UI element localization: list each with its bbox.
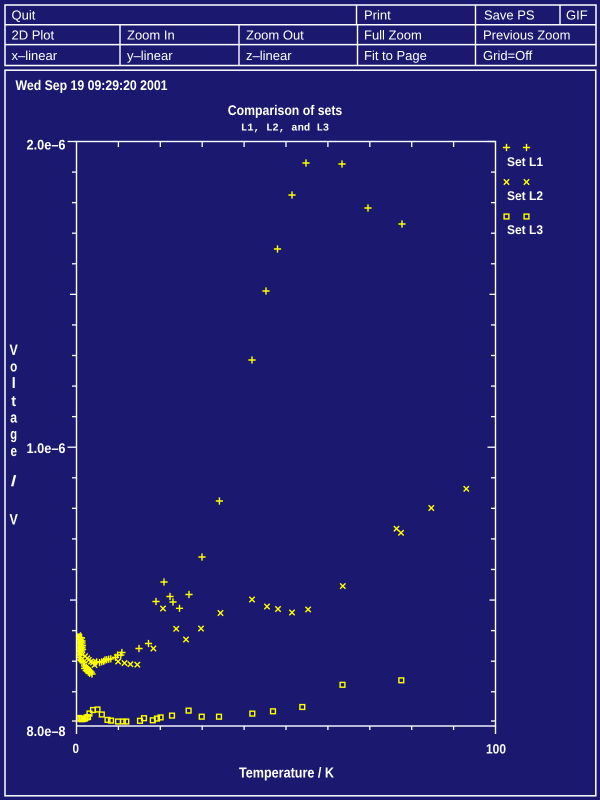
svg-text:t: t <box>11 393 16 410</box>
svg-text:Zoom In: Zoom In <box>127 27 175 42</box>
svg-text:o: o <box>10 358 17 375</box>
svg-text:V: V <box>10 342 18 359</box>
svg-text:100: 100 <box>486 742 506 757</box>
svg-text:/: / <box>11 473 18 490</box>
svg-text:Wed Sep 19 09:29:20 2001: Wed Sep 19 09:29:20 2001 <box>16 77 168 93</box>
svg-text:Temperature / K: Temperature / K <box>239 765 334 781</box>
svg-text:e: e <box>10 443 17 460</box>
svg-text:Save PS: Save PS <box>484 8 535 23</box>
svg-text:z–linear: z–linear <box>246 48 292 63</box>
svg-text:2.0e–6: 2.0e–6 <box>27 136 66 152</box>
svg-text:Grid=Off: Grid=Off <box>483 48 533 63</box>
svg-text:a: a <box>10 410 17 427</box>
svg-text:Set L2: Set L2 <box>507 189 543 203</box>
svg-text:Full Zoom: Full Zoom <box>364 27 422 42</box>
svg-text:Quit: Quit <box>12 8 36 23</box>
svg-text:V: V <box>10 512 18 529</box>
svg-text:8.0e–8: 8.0e–8 <box>27 723 66 739</box>
svg-text:x–linear: x–linear <box>12 48 58 63</box>
svg-text:Set L1: Set L1 <box>507 155 543 169</box>
svg-text:Print: Print <box>364 8 391 23</box>
svg-text:Set L3: Set L3 <box>507 223 543 237</box>
svg-text:1.0e–6: 1.0e–6 <box>27 440 66 456</box>
svg-text:GIF: GIF <box>566 8 588 23</box>
svg-text:L1, L2, and L3: L1, L2, and L3 <box>241 123 329 135</box>
svg-text:Zoom Out: Zoom Out <box>246 27 304 42</box>
svg-text:2D Plot: 2D Plot <box>12 27 55 42</box>
svg-text:l: l <box>12 375 16 392</box>
svg-text:Fit to Page: Fit to Page <box>364 48 427 63</box>
svg-text:y–linear: y–linear <box>127 48 173 63</box>
svg-text:g: g <box>10 426 17 443</box>
svg-text:Comparison of sets: Comparison of sets <box>228 102 343 118</box>
svg-text:Previous Zoom: Previous Zoom <box>483 27 570 42</box>
svg-text:0: 0 <box>73 741 80 756</box>
